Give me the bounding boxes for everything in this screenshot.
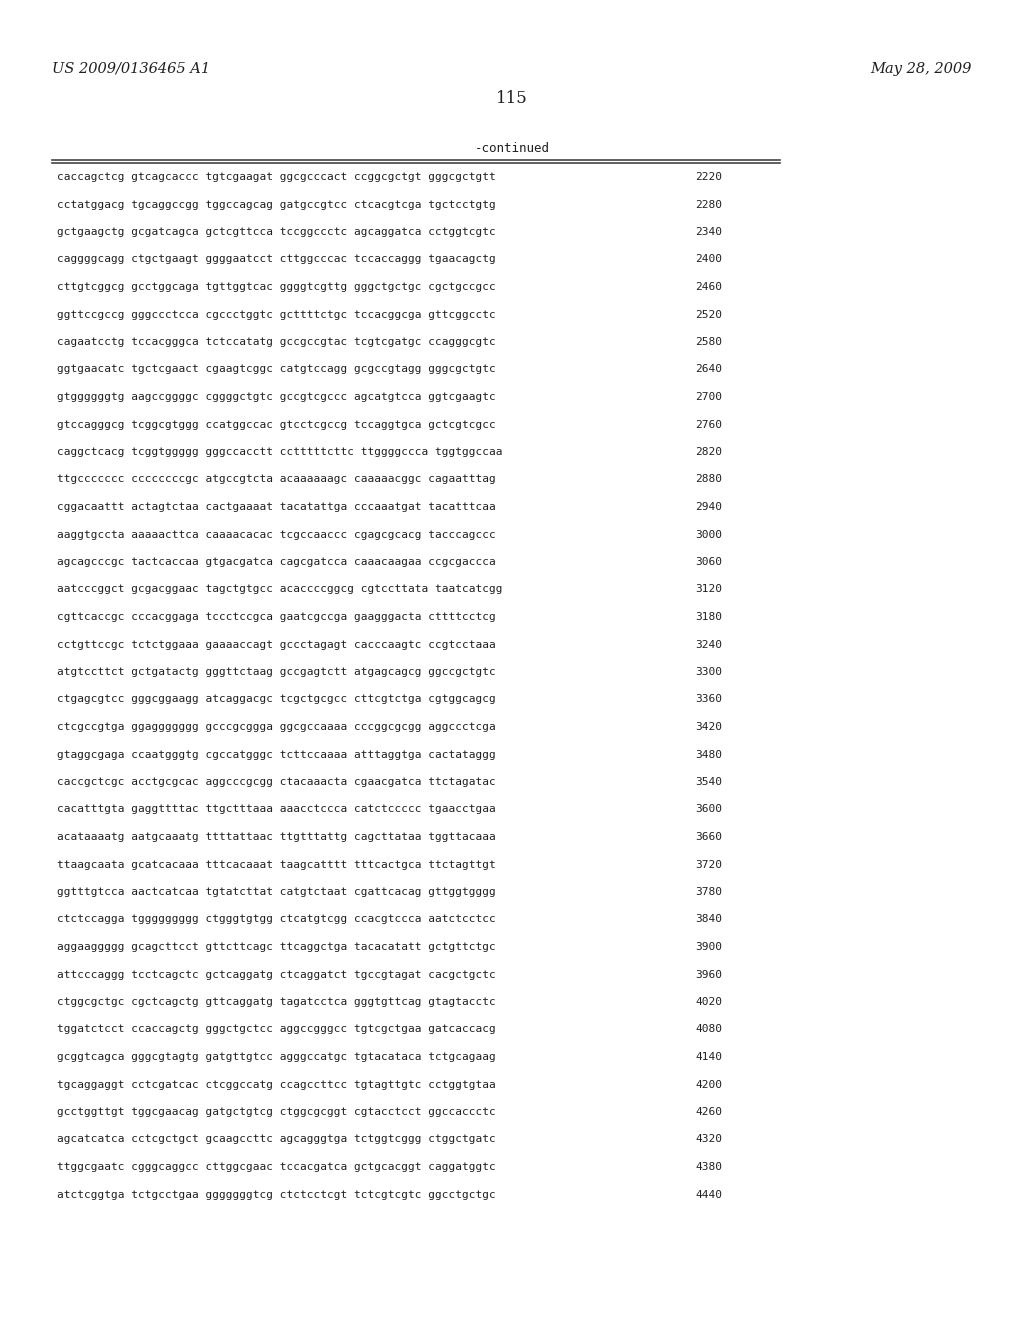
Text: atctcggtga tctgcctgaa gggggggtcg ctctcctcgt tctcgtcgtc ggcctgctgc: atctcggtga tctgcctgaa gggggggtcg ctctcct… (57, 1189, 496, 1200)
Text: 3120: 3120 (695, 585, 722, 594)
Text: cctgttccgc tctctggaaa gaaaaccagt gccctagagt cacccaagtc ccgtcctaaa: cctgttccgc tctctggaaa gaaaaccagt gccctag… (57, 639, 496, 649)
Text: ggtgaacatc tgctcgaact cgaagtcggc catgtccagg gcgccgtagg gggcgctgtc: ggtgaacatc tgctcgaact cgaagtcggc catgtcc… (57, 364, 496, 375)
Text: 3540: 3540 (695, 777, 722, 787)
Text: cacatttgta gaggttttac ttgctttaaa aaacctccca catctccccc tgaacctgaa: cacatttgta gaggttttac ttgctttaaa aaacctc… (57, 804, 496, 814)
Text: 3240: 3240 (695, 639, 722, 649)
Text: 4020: 4020 (695, 997, 722, 1007)
Text: 2640: 2640 (695, 364, 722, 375)
Text: tggatctcct ccaccagctg gggctgctcc aggccgggcc tgtcgctgaa gatcaccacg: tggatctcct ccaccagctg gggctgctcc aggccgg… (57, 1024, 496, 1035)
Text: ggttccgccg gggccctcca cgccctggtc gcttttctgc tccacggcga gttcggcctc: ggttccgccg gggccctcca cgccctggtc gcttttc… (57, 309, 496, 319)
Text: ctctccagga tggggggggg ctgggtgtgg ctcatgtcgg ccacgtccca aatctcctcc: ctctccagga tggggggggg ctgggtgtgg ctcatgt… (57, 915, 496, 924)
Text: 3360: 3360 (695, 694, 722, 705)
Text: cgttcaccgc cccacggaga tccctccgca gaatcgccga gaagggacta cttttcctcg: cgttcaccgc cccacggaga tccctccgca gaatcgc… (57, 612, 496, 622)
Text: 2940: 2940 (695, 502, 722, 512)
Text: 4080: 4080 (695, 1024, 722, 1035)
Text: caggctcacg tcggtggggg gggccacctt cctttttcttc ttggggccca tggtggccaa: caggctcacg tcggtggggg gggccacctt ccttttt… (57, 447, 503, 457)
Text: 3180: 3180 (695, 612, 722, 622)
Text: 4200: 4200 (695, 1080, 722, 1089)
Text: aaggtgccta aaaaacttca caaaacacac tcgccaaccc cgagcgcacg tacccagccc: aaggtgccta aaaaacttca caaaacacac tcgccaa… (57, 529, 496, 540)
Text: aatcccggct gcgacggaac tagctgtgcc acaccccggcg cgtccttata taatcatcgg: aatcccggct gcgacggaac tagctgtgcc acacccc… (57, 585, 503, 594)
Text: 3480: 3480 (695, 750, 722, 759)
Text: caccagctcg gtcagcaccc tgtcgaagat ggcgcccact ccggcgctgt gggcgctgtt: caccagctcg gtcagcaccc tgtcgaagat ggcgccc… (57, 172, 496, 182)
Text: 4260: 4260 (695, 1107, 722, 1117)
Text: acataaaatg aatgcaaatg ttttattaac ttgtttattg cagcttataa tggttacaaa: acataaaatg aatgcaaatg ttttattaac ttgttta… (57, 832, 496, 842)
Text: ttggcgaatc cgggcaggcc cttggcgaac tccacgatca gctgcacggt caggatggtc: ttggcgaatc cgggcaggcc cttggcgaac tccacga… (57, 1162, 496, 1172)
Text: 2580: 2580 (695, 337, 722, 347)
Text: ttaagcaata gcatcacaaa tttcacaaat taagcatttt tttcactgca ttctagttgt: ttaagcaata gcatcacaaa tttcacaaat taagcat… (57, 859, 496, 870)
Text: caggggcagg ctgctgaagt ggggaatcct cttggcccac tccaccaggg tgaacagctg: caggggcagg ctgctgaagt ggggaatcct cttggcc… (57, 255, 496, 264)
Text: ctcgccgtga ggaggggggg gcccgcggga ggcgccaaaa cccggcgcgg aggccctcga: ctcgccgtga ggaggggggg gcccgcggga ggcgcca… (57, 722, 496, 733)
Text: 3900: 3900 (695, 942, 722, 952)
Text: cagaatcctg tccacgggca tctccatatg gccgccgtac tcgtcgatgc ccagggcgtc: cagaatcctg tccacgggca tctccatatg gccgccg… (57, 337, 496, 347)
Text: 115: 115 (496, 90, 528, 107)
Text: tgcaggaggt cctcgatcac ctcggccatg ccagccttcc tgtagttgtc cctggtgtaa: tgcaggaggt cctcgatcac ctcggccatg ccagcct… (57, 1080, 496, 1089)
Text: 2340: 2340 (695, 227, 722, 238)
Text: 2220: 2220 (695, 172, 722, 182)
Text: 2520: 2520 (695, 309, 722, 319)
Text: -continued: -continued (474, 143, 550, 154)
Text: attcccaggg tcctcagctc gctcaggatg ctcaggatct tgccgtagat cacgctgctc: attcccaggg tcctcagctc gctcaggatg ctcagga… (57, 969, 496, 979)
Text: caccgctcgc acctgcgcac aggcccgcgg ctacaaacta cgaacgatca ttctagatac: caccgctcgc acctgcgcac aggcccgcgg ctacaaa… (57, 777, 496, 787)
Text: ctgagcgtcc gggcggaagg atcaggacgc tcgctgcgcc cttcgtctga cgtggcagcg: ctgagcgtcc gggcggaagg atcaggacgc tcgctgc… (57, 694, 496, 705)
Text: gctgaagctg gcgatcagca gctcgttcca tccggccctc agcaggatca cctggtcgtc: gctgaagctg gcgatcagca gctcgttcca tccggcc… (57, 227, 496, 238)
Text: 2700: 2700 (695, 392, 722, 403)
Text: 2400: 2400 (695, 255, 722, 264)
Text: 4320: 4320 (695, 1134, 722, 1144)
Text: 3780: 3780 (695, 887, 722, 898)
Text: 3300: 3300 (695, 667, 722, 677)
Text: agcagcccgc tactcaccaa gtgacgatca cagcgatcca caaacaagaa ccgcgaccca: agcagcccgc tactcaccaa gtgacgatca cagcgat… (57, 557, 496, 568)
Text: aggaaggggg gcagcttcct gttcttcagc ttcaggctga tacacatatt gctgttctgc: aggaaggggg gcagcttcct gttcttcagc ttcaggc… (57, 942, 496, 952)
Text: 2820: 2820 (695, 447, 722, 457)
Text: ggtttgtcca aactcatcaa tgtatcttat catgtctaat cgattcacag gttggtgggg: ggtttgtcca aactcatcaa tgtatcttat catgtct… (57, 887, 496, 898)
Text: gcggtcagca gggcgtagtg gatgttgtcc agggccatgc tgtacataca tctgcagaag: gcggtcagca gggcgtagtg gatgttgtcc agggcca… (57, 1052, 496, 1063)
Text: 3000: 3000 (695, 529, 722, 540)
Text: gtggggggtg aagccggggc cggggctgtc gccgtcgccc agcatgtcca ggtcgaagtc: gtggggggtg aagccggggc cggggctgtc gccgtcg… (57, 392, 496, 403)
Text: ttgccccccc ccccccccgc atgccgtcta acaaaaaagc caaaaacggc cagaatttag: ttgccccccc ccccccccgc atgccgtcta acaaaaa… (57, 474, 496, 484)
Text: 3840: 3840 (695, 915, 722, 924)
Text: 3720: 3720 (695, 859, 722, 870)
Text: gcctggttgt tggcgaacag gatgctgtcg ctggcgcggt cgtacctcct ggccaccctc: gcctggttgt tggcgaacag gatgctgtcg ctggcgc… (57, 1107, 496, 1117)
Text: 2880: 2880 (695, 474, 722, 484)
Text: 2760: 2760 (695, 420, 722, 429)
Text: ctggcgctgc cgctcagctg gttcaggatg tagatcctca gggtgttcag gtagtacctc: ctggcgctgc cgctcagctg gttcaggatg tagatcc… (57, 997, 496, 1007)
Text: cttgtcggcg gcctggcaga tgttggtcac ggggtcgttg gggctgctgc cgctgccgcc: cttgtcggcg gcctggcaga tgttggtcac ggggtcg… (57, 282, 496, 292)
Text: 3660: 3660 (695, 832, 722, 842)
Text: 4380: 4380 (695, 1162, 722, 1172)
Text: 3960: 3960 (695, 969, 722, 979)
Text: 3060: 3060 (695, 557, 722, 568)
Text: 4140: 4140 (695, 1052, 722, 1063)
Text: May 28, 2009: May 28, 2009 (870, 62, 972, 77)
Text: cctatggacg tgcaggccgg tggccagcag gatgccgtcc ctcacgtcga tgctcctgtg: cctatggacg tgcaggccgg tggccagcag gatgccg… (57, 199, 496, 210)
Text: atgtccttct gctgatactg gggttctaag gccgagtctt atgagcagcg ggccgctgtc: atgtccttct gctgatactg gggttctaag gccgagt… (57, 667, 496, 677)
Text: 3600: 3600 (695, 804, 722, 814)
Text: agcatcatca cctcgctgct gcaagccttc agcagggtga tctggtcggg ctggctgatc: agcatcatca cctcgctgct gcaagccttc agcaggg… (57, 1134, 496, 1144)
Text: cggacaattt actagtctaa cactgaaaat tacatattga cccaaatgat tacatttcaa: cggacaattt actagtctaa cactgaaaat tacatat… (57, 502, 496, 512)
Text: 3420: 3420 (695, 722, 722, 733)
Text: gtccagggcg tcggcgtggg ccatggccac gtcctcgccg tccaggtgca gctcgtcgcc: gtccagggcg tcggcgtggg ccatggccac gtcctcg… (57, 420, 496, 429)
Text: 2280: 2280 (695, 199, 722, 210)
Text: gtaggcgaga ccaatgggtg cgccatgggc tcttccaaaa atttaggtga cactataggg: gtaggcgaga ccaatgggtg cgccatgggc tcttcca… (57, 750, 496, 759)
Text: 2460: 2460 (695, 282, 722, 292)
Text: 4440: 4440 (695, 1189, 722, 1200)
Text: US 2009/0136465 A1: US 2009/0136465 A1 (52, 62, 210, 77)
